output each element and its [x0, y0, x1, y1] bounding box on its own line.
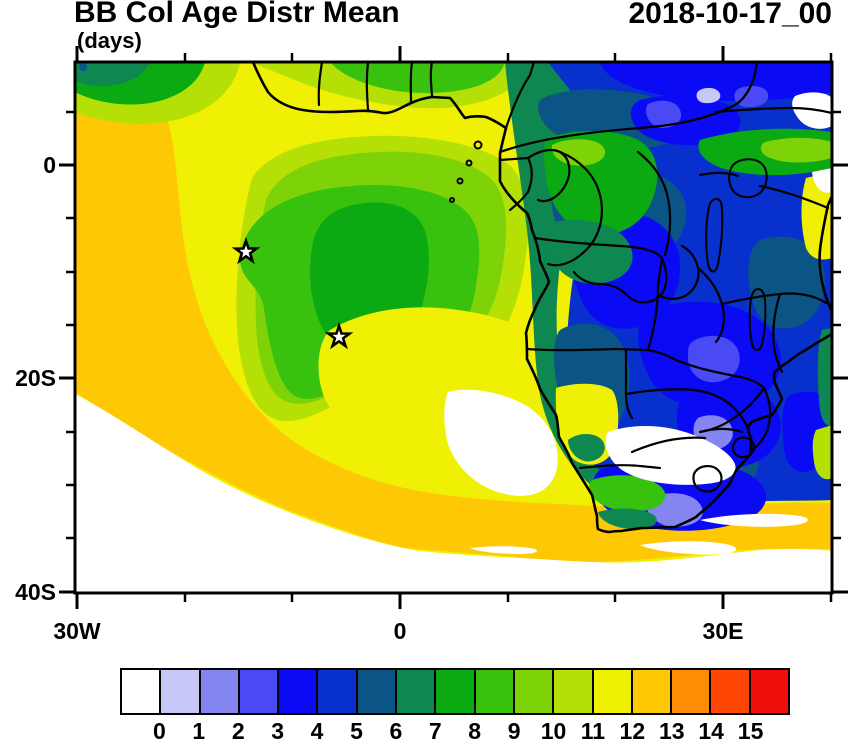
colorbar-cell: [473, 668, 515, 715]
colorbar-tick-label: 4: [310, 718, 324, 744]
colorbar-cell: [198, 668, 240, 715]
colorbar-cell: [277, 668, 319, 715]
colorbar-cell: [552, 668, 594, 715]
colorbar-tick-label: 3: [271, 718, 285, 744]
colorbar-tick-label: 12: [619, 718, 646, 744]
colorbar-cell: [120, 668, 162, 715]
colorbar-tick-label: 13: [658, 718, 685, 744]
y-tick-label-20s: 20S: [15, 365, 56, 391]
y-tick-label-40s: 40S: [15, 579, 56, 605]
x-tick-label-30e: 30E: [702, 618, 744, 644]
colorbar-cell: [512, 668, 555, 715]
colorbar-labels: 0 1 2 3 4 5 6 7 8 9 10 11 12 13 14 15: [120, 718, 790, 748]
colorbar-cell: [748, 668, 791, 715]
colorbar-cells: [120, 668, 791, 715]
y-tick-label-0: 0: [43, 152, 56, 178]
colorbar-tick-label: 9: [507, 718, 521, 744]
colorbar-tick-label: 0: [153, 718, 166, 744]
contour-patch: [696, 87, 721, 104]
colorbar-cell: [237, 668, 280, 715]
colorbar-tick-label: 5: [350, 718, 363, 744]
colorbar-cell: [670, 668, 712, 715]
colorbar-cell: [395, 668, 437, 715]
colorbar-tick-label: 1: [192, 718, 206, 744]
colorbar-cell: [316, 668, 358, 715]
colorbar-cell: [434, 668, 476, 715]
x-tick-label-30w: 30W: [53, 618, 101, 644]
colorbar-tick-label: 7: [428, 718, 442, 744]
colorbar-tick-label: 6: [389, 718, 403, 744]
contour-map: [75, 62, 832, 593]
colorbar-cell: [591, 668, 633, 715]
timestamp-label: 2018-10-17_00: [628, 0, 832, 30]
colorbar-cell: [630, 668, 673, 715]
colorbar-tick-label: 8: [468, 718, 482, 744]
colorbar-tick-label: 11: [580, 718, 606, 744]
units-label: (days): [77, 28, 142, 53]
colorbar-tick-label: 10: [540, 718, 567, 744]
contour-dot: [79, 63, 87, 71]
colorbar-tick-label: 15: [737, 718, 764, 744]
page-title: BB Col Age Distr Mean: [74, 0, 400, 29]
colorbar-cell: [709, 668, 751, 715]
colorbar-cell: [159, 668, 201, 715]
colorbar-tick-label: 2: [231, 718, 245, 744]
colorbar-tick-label: 14: [698, 718, 724, 744]
colorbar-cell: [355, 668, 398, 715]
x-tick-label-0: 0: [393, 618, 407, 644]
